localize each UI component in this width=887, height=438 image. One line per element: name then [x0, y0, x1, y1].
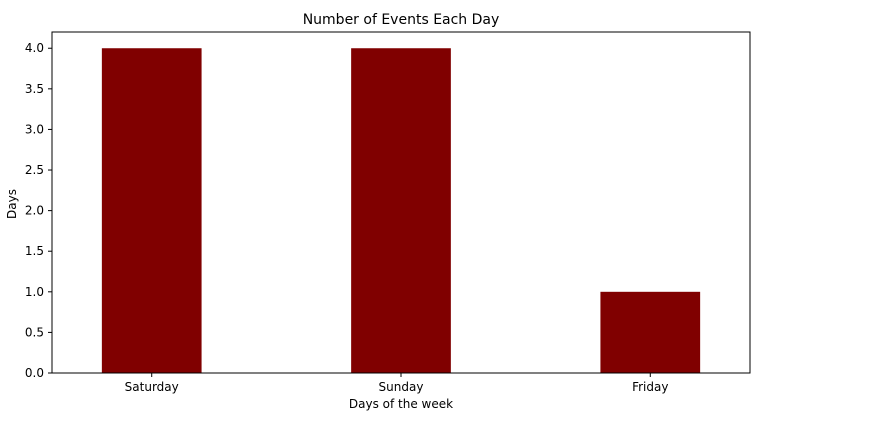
y-tick-label: 2.5: [25, 163, 44, 177]
y-tick-label: 1.5: [25, 244, 44, 258]
bar-saturday: [101, 48, 202, 373]
y-tick-label: 0.0: [25, 366, 44, 380]
y-tick-label: 3.5: [25, 82, 44, 96]
y-tick-label: 1.0: [25, 285, 44, 299]
plot-frame: [51, 31, 751, 374]
x-axis-label: Days of the week: [349, 397, 453, 411]
x-tick-label: Saturday: [125, 380, 179, 394]
y-tick-label: 0.5: [25, 325, 44, 339]
y-tick-label: 4.0: [25, 41, 44, 55]
y-tick-label: 3.0: [25, 122, 44, 136]
x-tick-label: Friday: [632, 380, 668, 394]
bar-sunday: [351, 48, 451, 373]
y-axis-ticks: 0.0 0.5 1.0 1.5 2.0 2.5 3.0 3.5 4.0: [25, 41, 52, 380]
y-axis-label: Days: [5, 189, 19, 219]
bars-layer: [101, 48, 701, 373]
x-tick-label: Sunday: [379, 380, 424, 394]
y-tick-label: 2.0: [25, 204, 44, 218]
chart-title: Number of Events Each Day: [303, 12, 500, 28]
x-axis-ticks: Saturday Sunday Friday: [125, 373, 668, 394]
bar-friday: [600, 291, 701, 373]
